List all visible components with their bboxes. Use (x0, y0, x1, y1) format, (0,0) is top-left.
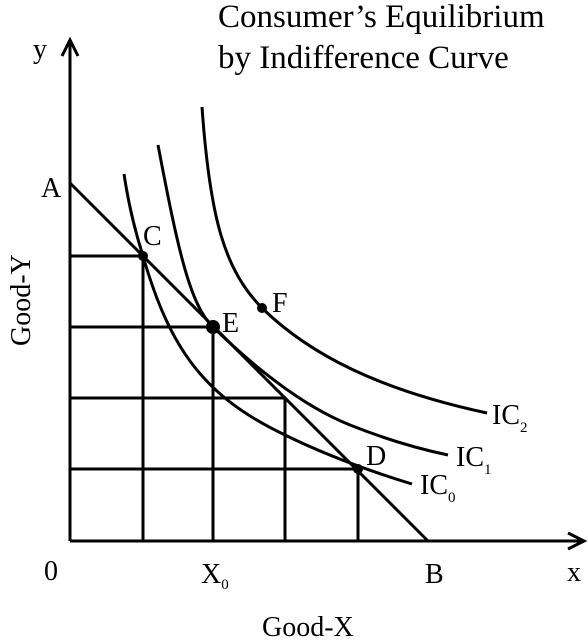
origin-label: 0 (44, 556, 58, 587)
curve-label-ic2-name: IC (492, 400, 520, 431)
point-d-label: D (366, 441, 386, 472)
curve-ic2 (200, 106, 488, 415)
budget-intercept-y-label: A (41, 173, 62, 204)
point-e-label: E (222, 308, 239, 339)
curve-label-ic1-subscript: 1 (484, 462, 492, 478)
x-axis-symbol: x (567, 557, 581, 588)
equilibrium-x-subscript: 0 (221, 577, 229, 593)
point-f-marker (257, 303, 267, 313)
x-axis-title: Good-X (262, 612, 354, 640)
curve-label-ic2: IC2 (492, 400, 528, 436)
title-line-1: Consumer’s Equilibrium (218, 0, 545, 35)
point-c-marker (138, 251, 148, 261)
point-c-label: C (143, 221, 162, 252)
curve-ic1 (156, 144, 449, 457)
y-axis-symbol: y (33, 34, 47, 65)
title-line-2: by Indifference Curve (218, 40, 509, 76)
curve-label-ic0-name: IC (420, 470, 448, 501)
curve-label-ic1: IC1 (456, 442, 492, 478)
curve-label-ic0: IC0 (420, 470, 456, 506)
budget-intercept-x-label: B (425, 559, 444, 590)
point-e-marker (206, 320, 220, 334)
x-axis-arrowhead (567, 531, 588, 551)
equilibrium-x-name: X (201, 559, 221, 590)
axes (60, 36, 588, 551)
y-axis-arrowhead (60, 36, 80, 57)
curve-label-ic2-subscript: 2 (520, 420, 528, 436)
curve-ic0 (122, 173, 413, 486)
y-axis-title: Good-Y (6, 254, 37, 346)
curve-label-ic1-name: IC (456, 442, 484, 473)
grid-lines (70, 254, 360, 541)
point-d-marker (353, 464, 363, 474)
indifference-curves (122, 106, 488, 486)
points (138, 251, 363, 474)
point-f-label: F (272, 288, 288, 319)
curve-label-ic0-subscript: 0 (448, 490, 456, 506)
budget-line (68, 181, 430, 543)
equilibrium-x-label: X0 (201, 559, 229, 593)
